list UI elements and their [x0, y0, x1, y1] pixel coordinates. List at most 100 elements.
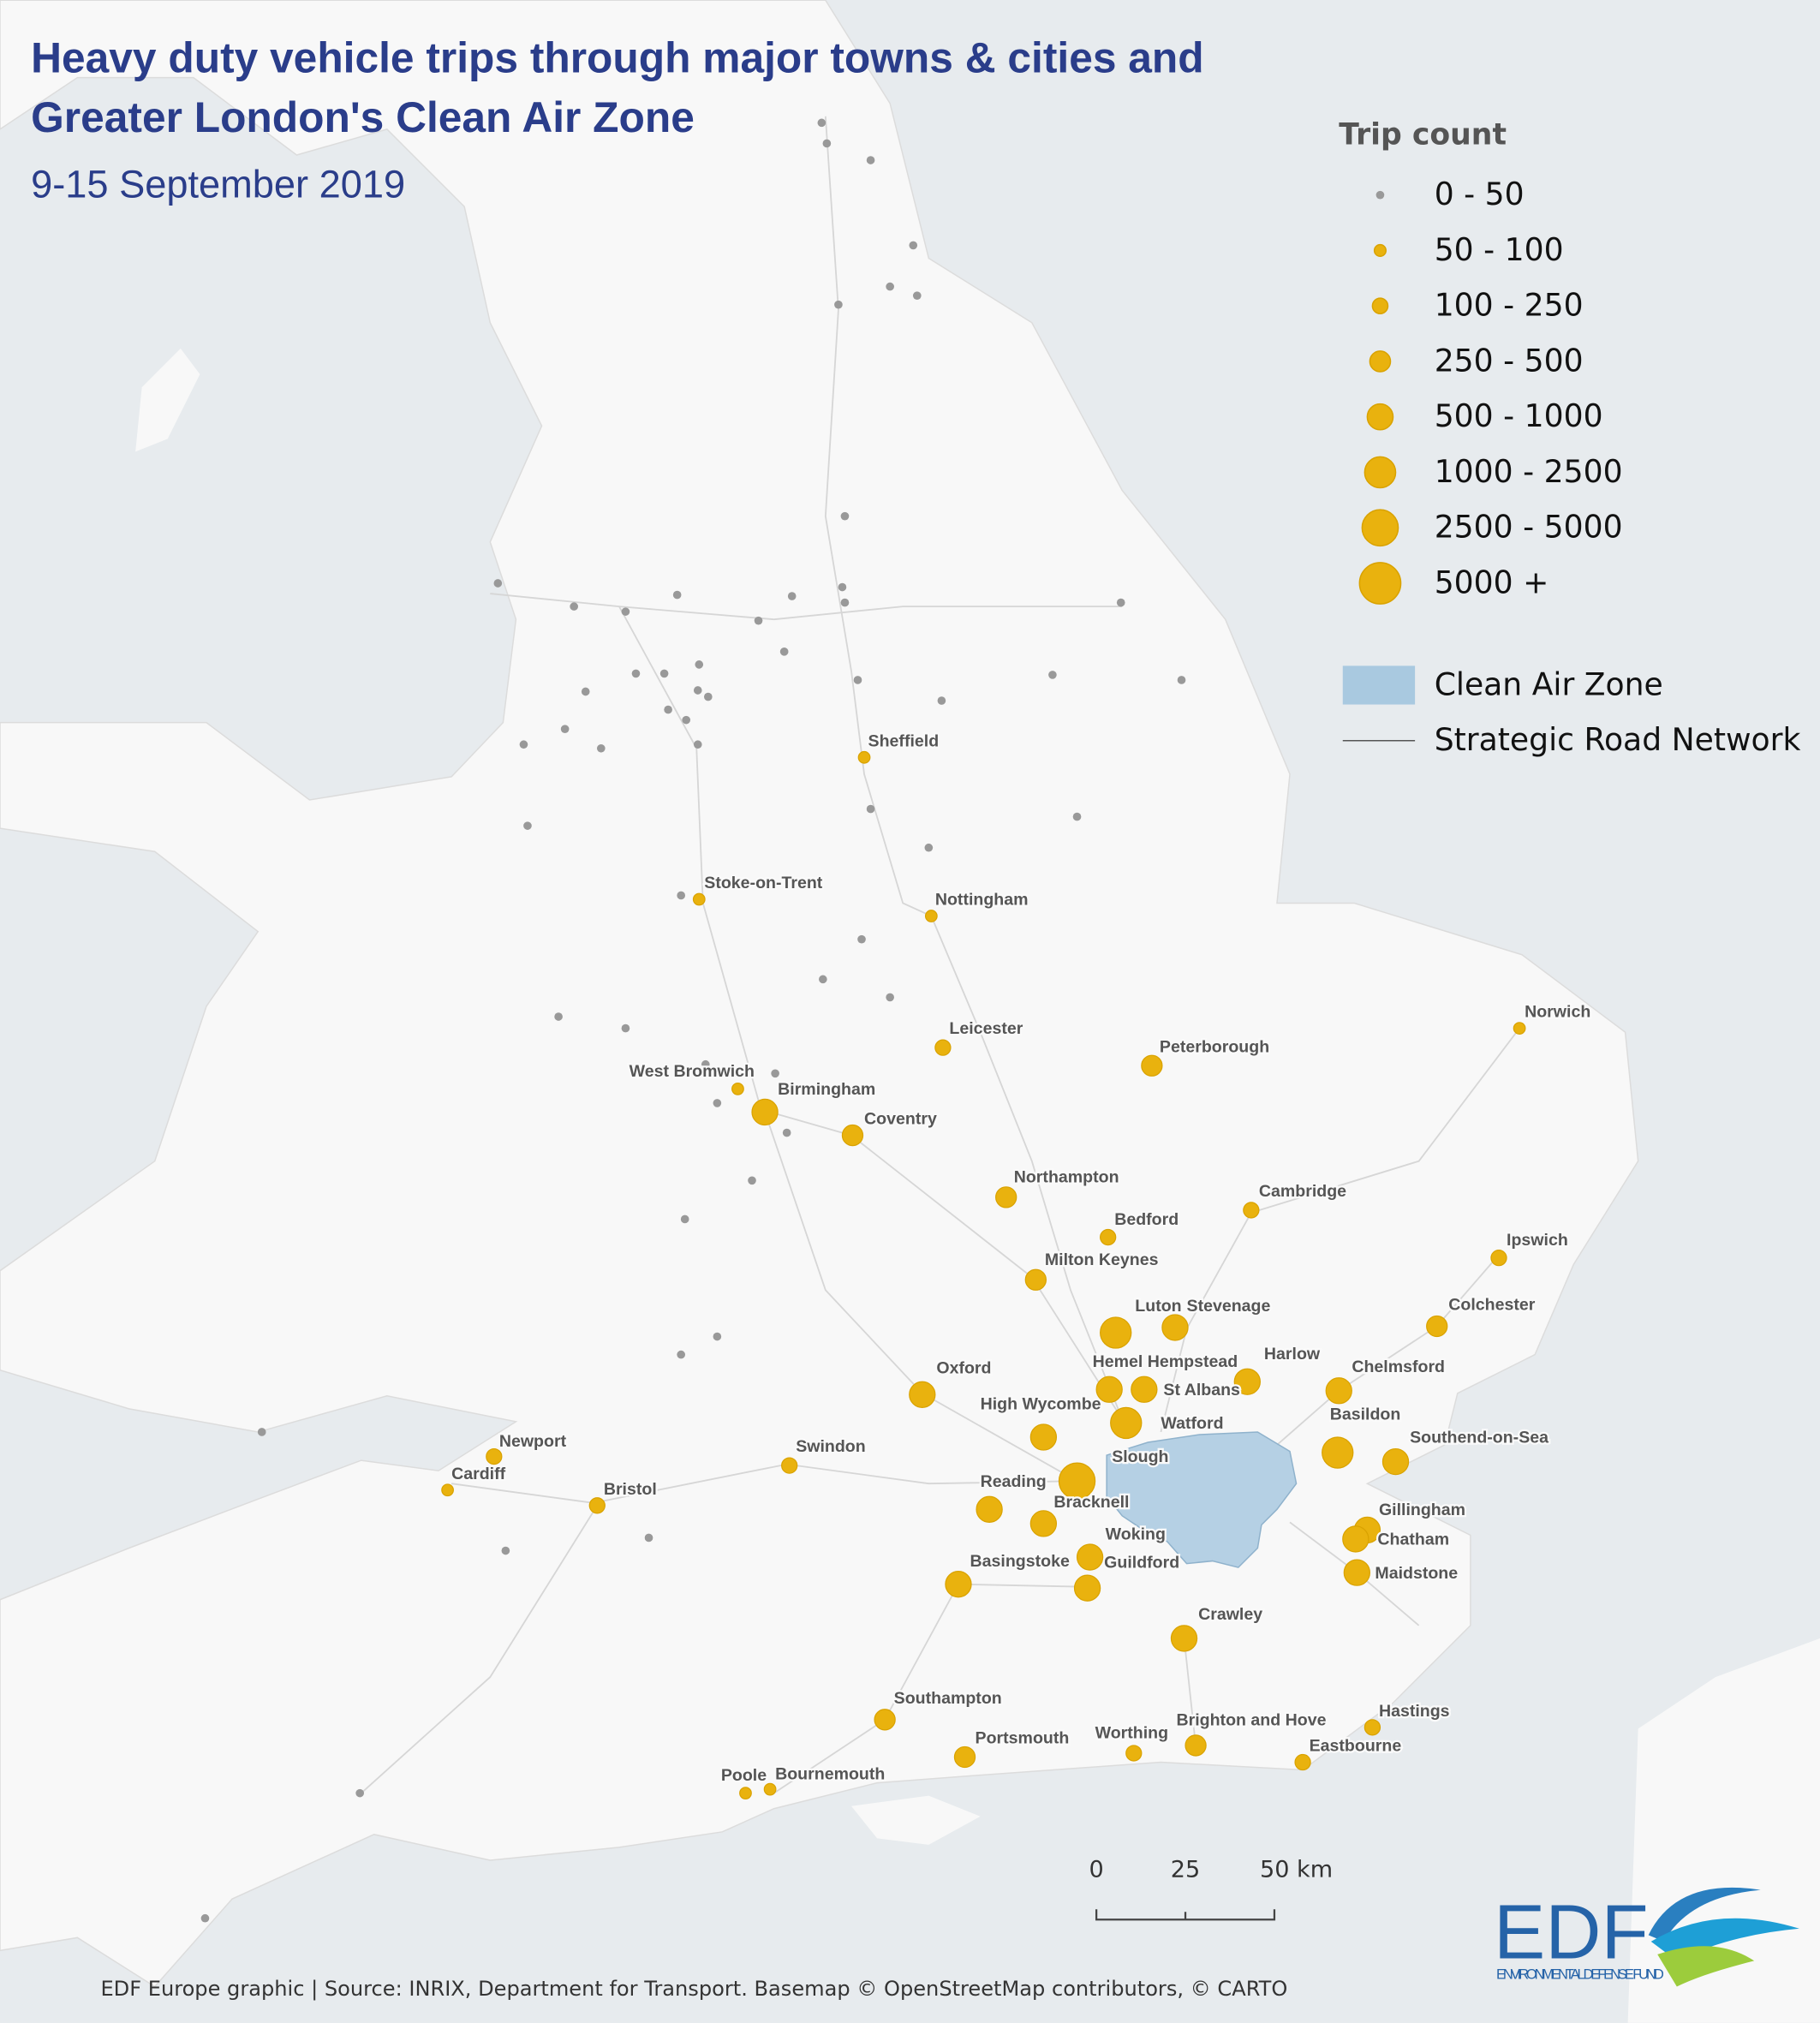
city-label: Luton	[1135, 1297, 1181, 1316]
minor-point	[631, 669, 641, 678]
logo-name: EDF	[1494, 1889, 1649, 1975]
city-marker	[1170, 1625, 1198, 1652]
minor-point	[493, 579, 503, 588]
city-label: West Bromwich	[630, 1062, 755, 1081]
minor-point	[523, 821, 532, 830]
city-label: Poole	[721, 1766, 767, 1785]
city-label: Basildon	[1330, 1405, 1401, 1424]
minor-point	[355, 1788, 364, 1798]
minor-point	[787, 592, 797, 600]
minor-point	[713, 1332, 722, 1341]
scale-label: 50 km	[1260, 1857, 1333, 1883]
legend-label: 1000 - 2500	[1435, 453, 1623, 490]
city-label: Norwich	[1525, 1003, 1590, 1022]
city-marker	[1364, 1719, 1381, 1736]
minor-point	[782, 1128, 791, 1137]
legend-title: Trip count	[1339, 117, 1507, 152]
road	[773, 1583, 1084, 1794]
minor-point	[621, 607, 630, 616]
minor-point	[677, 1350, 685, 1359]
city-marker	[1029, 1510, 1058, 1537]
city-marker	[486, 1447, 503, 1465]
city-label: Worthing	[1095, 1724, 1168, 1743]
city-label: Stoke-on-Trent	[704, 874, 823, 892]
minor-point	[501, 1546, 510, 1555]
minor-point	[257, 1428, 266, 1436]
city-marker	[739, 1787, 752, 1800]
city-label: Ipswich	[1507, 1231, 1568, 1250]
city-marker	[1095, 1376, 1123, 1403]
minor-point	[659, 669, 669, 678]
legend-label: 100 - 250	[1435, 287, 1584, 324]
legend-marker	[1361, 509, 1399, 547]
logo-full-name: ENVIRONMENTAL DEFENSE FUND	[1496, 1966, 1664, 1983]
minor-point	[680, 1214, 689, 1224]
minor-point	[519, 740, 528, 749]
cities: Sheffield Stoke-on-Trent Nottingham Leicest…	[441, 730, 1593, 1800]
city-marker	[1100, 1316, 1132, 1349]
city-label: Watford	[1161, 1414, 1223, 1433]
legend-marker	[1375, 190, 1385, 200]
city-marker	[751, 1098, 779, 1126]
minor-point	[748, 1176, 756, 1185]
city-marker	[692, 892, 706, 906]
city-label: Portsmouth	[976, 1729, 1070, 1748]
city-label: High Wycombe	[981, 1395, 1101, 1414]
legend-marker	[1364, 456, 1397, 489]
city-marker	[1294, 1753, 1311, 1771]
road	[490, 593, 1123, 621]
minor-point	[886, 993, 894, 1002]
minor-point	[853, 676, 862, 684]
city-label: Leicester	[949, 1019, 1023, 1038]
city-marker	[1125, 1745, 1143, 1762]
city-marker	[1490, 1250, 1507, 1267]
city-label: Brighton and Hove	[1176, 1710, 1326, 1729]
minor-point	[924, 843, 934, 852]
minor-point	[713, 1099, 722, 1107]
city-label: Basingstoke	[970, 1552, 1070, 1571]
minor-point	[834, 300, 843, 309]
city-label: St Albans	[1163, 1381, 1240, 1399]
city-marker	[924, 910, 938, 922]
legend-swatch	[1342, 665, 1416, 705]
city-marker	[841, 1124, 864, 1147]
road	[361, 1505, 599, 1794]
city-label: Hemel Hempstead	[1093, 1352, 1238, 1371]
city-label: Crawley	[1198, 1605, 1262, 1624]
city-marker	[441, 1483, 454, 1497]
city-marker	[1100, 1228, 1117, 1246]
city-marker	[1076, 1543, 1104, 1571]
city-label: Chatham	[1377, 1531, 1449, 1549]
city-marker	[1058, 1462, 1096, 1500]
city-label: Oxford	[936, 1358, 991, 1377]
road	[824, 116, 1124, 1420]
minor-point	[866, 156, 875, 164]
minor-point	[682, 715, 691, 725]
city-label: Woking	[1106, 1525, 1166, 1544]
city-marker	[1184, 1734, 1207, 1757]
city-marker	[1073, 1574, 1101, 1602]
city-label: Bournemouth	[775, 1765, 885, 1784]
logo-swoosh	[1648, 1887, 1761, 1942]
minor-point	[838, 582, 847, 592]
legend: Trip count Clean Air Zone Strategic Road…	[1339, 117, 1800, 758]
city-marker	[1233, 1368, 1261, 1395]
minor-point	[819, 975, 827, 984]
minor-point	[1072, 812, 1082, 821]
city-marker	[1426, 1315, 1448, 1338]
minor-point	[1177, 676, 1186, 684]
minor-point	[596, 743, 606, 753]
legend-label: Clean Air Zone	[1435, 665, 1663, 702]
city-label: Colchester	[1448, 1296, 1535, 1315]
city-label: Harlow	[1264, 1345, 1321, 1364]
title: Heavy duty vehicle trips through major t…	[31, 34, 1203, 82]
scale-bar: 0 25 50 km	[1089, 1857, 1333, 1921]
city-marker	[763, 1782, 777, 1796]
city-marker	[1243, 1202, 1260, 1219]
minor-point	[693, 740, 702, 749]
minor-point	[664, 705, 672, 714]
minor-point	[779, 647, 789, 656]
title: Greater London's Clean Air Zone	[31, 93, 695, 141]
